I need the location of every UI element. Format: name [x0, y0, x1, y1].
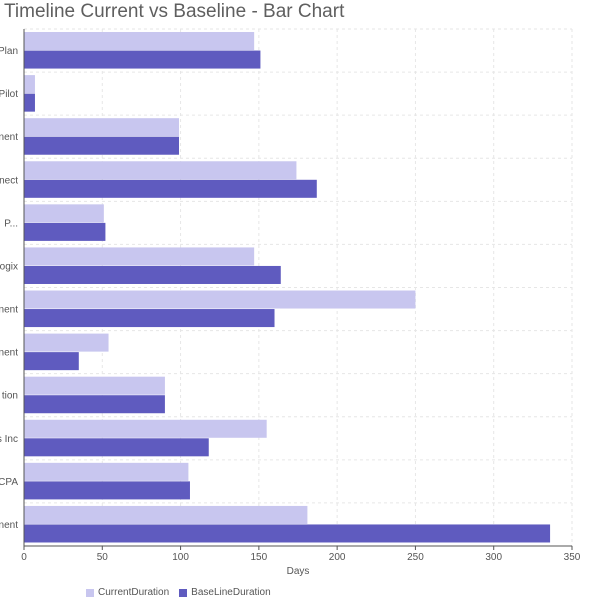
bar-current — [24, 75, 35, 94]
y-tick-label: CPA — [0, 477, 18, 488]
y-tick-label: nect — [0, 175, 18, 186]
x-tick-label: 300 — [485, 552, 502, 563]
bar-current — [24, 32, 255, 51]
chart-title: Timeline Current vs Baseline - Bar Chart — [4, 1, 345, 22]
legend-label-current: CurrentDuration — [98, 587, 170, 598]
bar-baseline — [24, 524, 551, 543]
bar-baseline — [24, 352, 79, 371]
bar-baseline — [24, 93, 35, 112]
bar-baseline — [24, 222, 106, 241]
legend-swatch-baseline — [179, 588, 188, 597]
bar-baseline — [24, 265, 281, 284]
x-tick-label: 200 — [329, 552, 346, 563]
bar-baseline — [24, 481, 190, 500]
bar-current — [24, 376, 165, 395]
y-tick-label: ogix — [0, 261, 18, 272]
legend-swatch-current — [86, 588, 94, 597]
bar-current — [24, 118, 180, 137]
y-tick-label: nent — [0, 520, 18, 531]
x-axis-title: Days — [287, 566, 310, 577]
x-tick-label: 0 — [21, 552, 27, 563]
bar-current — [24, 505, 308, 524]
x-tick-label: 100 — [172, 552, 189, 563]
bar-baseline — [24, 179, 317, 198]
bar-current — [24, 161, 297, 180]
bar-baseline — [24, 50, 261, 69]
bar-current — [24, 462, 189, 481]
y-tick-label: nent — [0, 132, 18, 143]
y-tick-label: nent — [0, 348, 18, 359]
bar-baseline — [24, 438, 209, 457]
bar-current — [24, 290, 416, 309]
legend-item-baseline[interactable]: BaseLineDuration — [179, 587, 271, 598]
y-tick-label: Pilot — [0, 89, 18, 100]
legend-label-baseline: BaseLineDuration — [191, 587, 271, 598]
bar-current — [24, 247, 255, 266]
y-tick-label: P... — [4, 218, 18, 229]
bar-baseline — [24, 136, 180, 155]
y-tick-label: s Inc — [0, 434, 18, 445]
grid-lines — [24, 28, 573, 546]
bar-current — [24, 204, 104, 223]
x-tick-label: 250 — [407, 552, 424, 563]
bar-current — [24, 333, 109, 352]
bars — [24, 32, 551, 543]
x-tick-label: 50 — [97, 552, 109, 563]
x-tick-label: 350 — [564, 552, 581, 563]
y-tick-label: nent — [0, 305, 18, 316]
bar-baseline — [24, 395, 165, 414]
x-tick-label: 150 — [251, 552, 268, 563]
legend: CurrentDuration BaseLineDuration — [86, 587, 271, 598]
bar-baseline — [24, 309, 275, 328]
legend-item-current[interactable]: CurrentDuration — [86, 587, 169, 598]
bar-current — [24, 419, 267, 438]
axes: Plan Pilot nent nect P... ogix nent nent tion s I… — [0, 29, 581, 563]
y-tick-label: Plan — [0, 46, 18, 57]
y-tick-label: tion — [2, 391, 18, 402]
